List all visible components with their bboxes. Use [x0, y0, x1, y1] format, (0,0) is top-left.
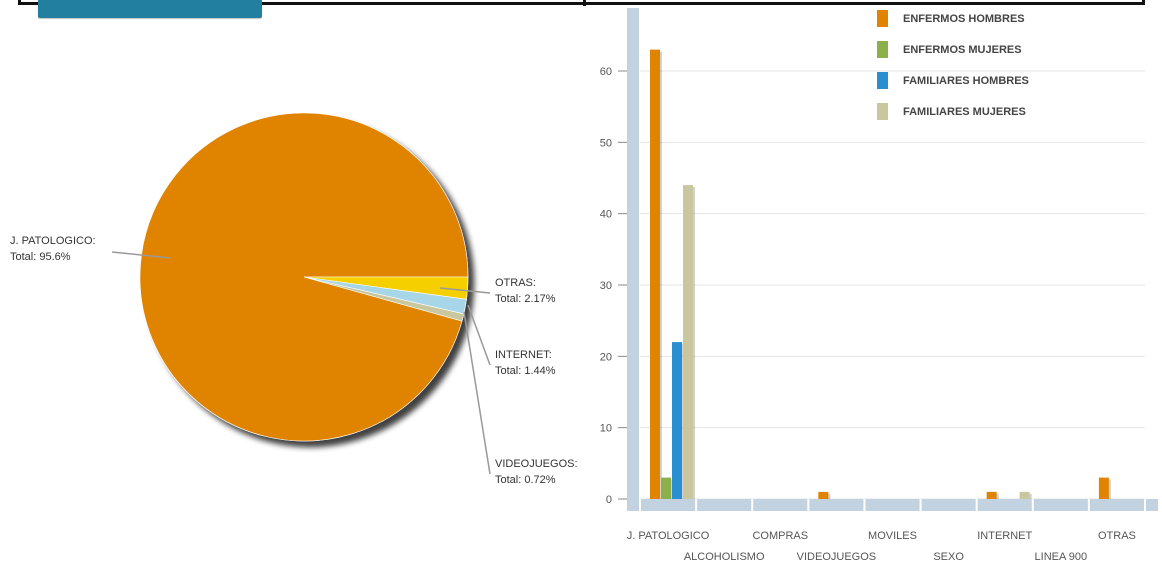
- panel-frame: [18, 0, 1145, 5]
- legend-label: FAMILIARES HOMBRES: [903, 75, 1029, 87]
- bar-0-3: [818, 491, 829, 499]
- x-tick-label: ALCOHOLISMO: [684, 551, 765, 563]
- bar-1-0: [661, 477, 671, 499]
- pie-label-name-2: INTERNET:: [495, 349, 552, 361]
- y-tick-label: 0: [606, 494, 612, 506]
- legend-swatch: [877, 10, 888, 27]
- export-button[interactable]: [38, 0, 262, 18]
- y-tick-label: 10: [600, 423, 612, 435]
- x-tick-label: MOVILES: [868, 530, 917, 542]
- pie-label-connector-3: [463, 311, 491, 475]
- x-axis-band: [627, 499, 1158, 511]
- y-tick-label: 30: [600, 280, 612, 292]
- bar-3-6: [1019, 491, 1030, 499]
- x-tick-label: LINEA 900: [1035, 551, 1088, 563]
- x-tick-label: INTERNET: [977, 530, 1032, 542]
- pie-label-value-0: Total: 95.6%: [10, 251, 71, 263]
- bar-shadow: [693, 187, 695, 499]
- pie-label-value-2: Total: 1.44%: [495, 365, 556, 377]
- x-tick-label: VIDEOJUEGOS: [797, 551, 876, 563]
- pie-label-value-1: Total: 2.17%: [495, 293, 556, 305]
- y-tick-label: 20: [600, 351, 612, 363]
- y-tick-label: 40: [600, 209, 612, 221]
- y-tick-label: 50: [600, 137, 612, 149]
- bar-shadow: [660, 51, 662, 499]
- x-tick-label: OTRAS: [1098, 530, 1136, 542]
- bar-shadow: [1108, 479, 1111, 499]
- legend-swatch: [877, 41, 888, 58]
- pie-label-connector-0: [111, 251, 171, 259]
- legend-swatch: [877, 103, 888, 120]
- pie-label-name-3: VIDEOJUEGOS:: [495, 458, 578, 470]
- legend-swatch: [877, 72, 888, 89]
- legend-label: ENFERMOS MUJERES: [903, 44, 1022, 56]
- x-tick-label: SEXO: [933, 551, 964, 563]
- pie-label-name-1: OTRAS:: [495, 277, 536, 289]
- x-tick-label: J. PATOLOGICO: [627, 530, 710, 542]
- panel-divider: [583, 0, 586, 6]
- bar-0-6: [986, 491, 997, 499]
- bar-3-0: [683, 185, 693, 499]
- legend-label: ENFERMOS HOMBRES: [903, 13, 1025, 25]
- x-tick-label: COMPRAS: [752, 530, 808, 542]
- legend-label: FAMILIARES MUJERES: [903, 106, 1026, 118]
- bar-shadow: [1029, 493, 1032, 499]
- pie-label-name-0: J. PATOLOGICO:: [10, 235, 96, 247]
- bar-shadow: [996, 493, 999, 499]
- pie-label-value-3: Total: 0.72%: [495, 474, 556, 486]
- y-axis-band: [627, 8, 639, 510]
- bar-shadow: [828, 493, 831, 499]
- y-tick-label: 60: [600, 66, 612, 78]
- bar-0-8: [1098, 477, 1109, 499]
- pie-label-connector-1: [439, 287, 491, 294]
- bar-0-0: [650, 49, 660, 499]
- pie-label-connector-2: [467, 304, 491, 366]
- bar-2-0: [672, 342, 682, 499]
